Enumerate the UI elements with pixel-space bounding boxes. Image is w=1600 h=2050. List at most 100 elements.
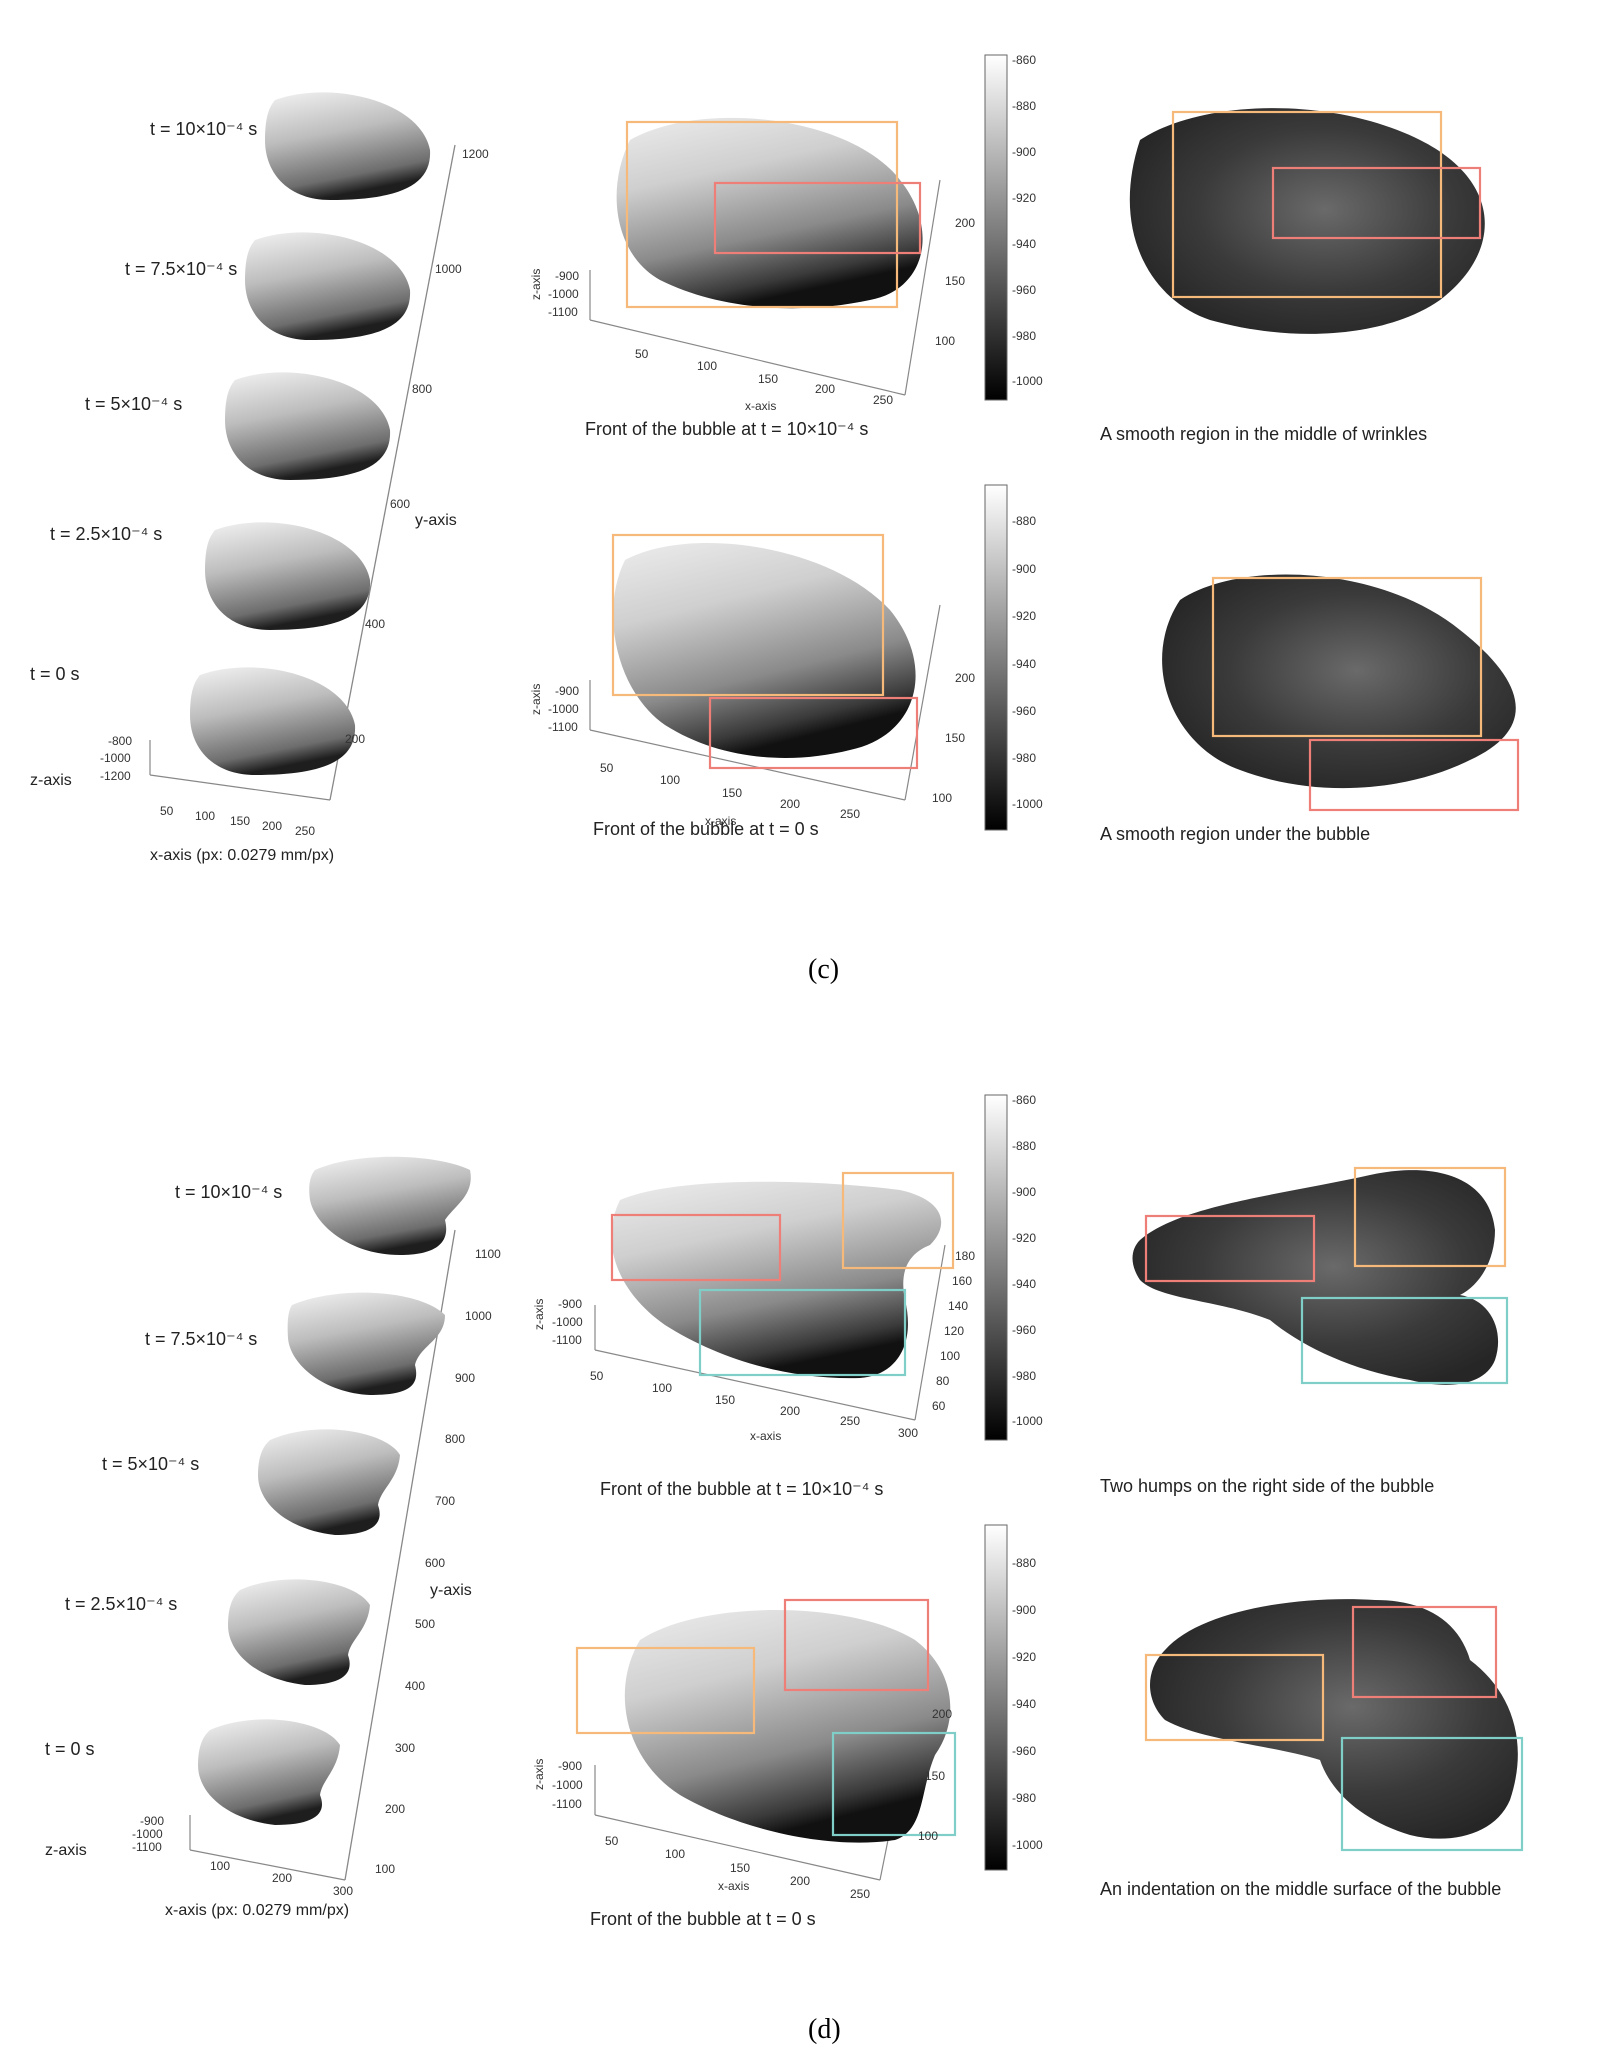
d-cbar-bottom-tick-6: -1000 [1012,1838,1043,1852]
d-ft-x-axis [594,1349,916,1421]
d-fb-x-label: x-axis [718,1879,749,1893]
d-cbar-bottom-tick-2: -920 [1012,1650,1036,1664]
d-bubble-t2-5 [228,1579,370,1685]
d-time-label-3: t = 2.5×10⁻⁴ s [65,1594,177,1614]
d-rb-box-orange [1144,1653,1325,1742]
c-ft-caption: Front of the bubble at t = 10×10⁻⁴ s [585,419,868,439]
d-ft-box-teal [698,1288,907,1377]
d-ft-x-tick-0: 50 [590,1369,604,1383]
d-time-series: t = 10×10⁻⁴ s t = 7.5×10⁻⁴ s t = 5×10⁻⁴ … [45,1156,501,1919]
d-rt-box-orange [1353,1166,1507,1268]
c-right-bottom-caption: A smooth region under the bubble [1100,824,1370,844]
c-cbar-bottom-tick-2: -920 [1012,609,1036,623]
c-fb-x-tick-0: 50 [600,761,614,775]
c-cbar-bottom-tick-4: -960 [1012,704,1036,718]
c-time-label-1: t = 7.5×10⁻⁴ s [125,259,237,279]
d-y-tick-10: 100 [375,1862,395,1876]
c-fb-x-axis [589,729,906,801]
c-rb-box-red [1308,738,1520,812]
c-ft-x-label: x-axis [745,399,776,413]
c-time-series: t = 10×10⁻⁴ s t = 7.5×10⁻⁴ s t = 5×10⁻⁴ … [30,92,489,864]
d-panel-label: (d) [808,2014,841,2045]
c-y-tick-0: 1200 [462,147,489,161]
d-fb-x-tick-3: 200 [790,1874,810,1888]
c-fb-y-tick-0: 200 [955,671,975,685]
d-fb-x-axis [594,1814,881,1881]
d-time-label-1: t = 7.5×10⁻⁴ s [145,1329,257,1349]
c-ft-x-tick-0: 50 [635,347,649,361]
c-cbar-top-bar [984,54,1008,401]
d-z-tick-0: -900 [140,1814,164,1828]
d-bubble-t10 [309,1156,471,1255]
d-ft-y-tick-4: 100 [940,1349,960,1363]
d-right-bottom-caption: An indentation on the middle surface of … [1100,1879,1501,1899]
c-ft-y-axis [904,179,941,396]
c-fb-box-red [708,696,919,770]
d-rb-box-teal [1340,1736,1524,1852]
d-ft-x-tick-5: 300 [898,1426,918,1440]
c-cbar-bottom-tick-6: -1000 [1012,797,1043,811]
c-time-label-2: t = 5×10⁻⁴ s [85,394,182,414]
d-ft-y-tick-1: 160 [952,1274,972,1288]
d-fb-x-tick-2: 150 [730,1861,750,1875]
c-colorbar-top: -860 -880 -900 -920 -940 -960 -980 -1000 [984,53,1043,401]
c-ft-z-label: z-axis [529,269,543,300]
d-z-tick-2: -1100 [132,1840,162,1854]
d-y-axis-label: y-axis [430,1582,472,1599]
c-y-axis-line [329,144,456,801]
c-fb-x-tick-1: 100 [660,773,680,787]
d-ft-box-orange [841,1171,955,1270]
c-ft-z-tick-0: -900 [555,269,579,283]
d-cbar-bottom-tick-1: -900 [1012,1603,1036,1617]
c-rt-box-red [1271,166,1482,240]
d-cbar-bottom-tick-5: -980 [1012,1791,1036,1805]
c-x-tick-1: 100 [195,809,215,823]
d-y-tick-3: 800 [445,1432,465,1446]
c-ft-x-axis [589,319,906,396]
panel-d: t = 10×10⁻⁴ s t = 7.5×10⁻⁴ s t = 5×10⁻⁴ … [45,1093,1524,2045]
c-fb-bubble [613,542,916,758]
d-rt-box-red [1144,1214,1316,1283]
c-bubble-t0 [190,667,356,775]
d-ft-x-label: x-axis [750,1429,781,1443]
c-ft-y-tick-2: 100 [935,334,955,348]
d-bubble-t5 [258,1429,400,1535]
c-x-tick-4: 250 [295,824,315,838]
d-fb-x-tick-4: 250 [850,1887,870,1901]
d-fb-caption: Front of the bubble at t = 0 s [590,1909,816,1929]
c-fb-z-tick-1: -1000 [548,702,579,716]
c-front-bottom: -900 -1000 -1100 z-axis 50 100 150 200 2… [529,533,975,839]
c-panel-label: (c) [808,954,839,985]
d-cbar-top-tick-7: -1000 [1012,1414,1043,1428]
d-x-tick-0: 100 [210,1859,230,1873]
d-cbar-bottom-tick-0: -880 [1012,1556,1036,1570]
d-ft-z-tick-0: -900 [558,1297,582,1311]
c-bubble-t2-5 [205,522,371,630]
c-fb-x-tick-4: 250 [840,807,860,821]
c-y-tick-1: 1000 [435,262,462,276]
c-x-tick-3: 200 [262,819,282,833]
c-right-column: A smooth region in the middle of wrinkle… [1100,108,1520,844]
c-bubble-t10 [265,92,431,200]
c-z-tick-1: -1000 [100,751,131,765]
d-time-label-2: t = 5×10⁻⁴ s [102,1454,199,1474]
c-x-tick-2: 150 [230,814,250,828]
c-colorbar-bottom: -880 -900 -920 -940 -960 -980 -1000 [984,484,1043,831]
d-ft-y-tick-6: 60 [932,1399,946,1413]
d-cbar-top-tick-2: -900 [1012,1185,1036,1199]
d-ft-y-tick-0: 180 [955,1249,975,1263]
c-bubble-t7-5 [245,232,411,340]
c-cbar-bottom-tick-1: -900 [1012,562,1036,576]
c-y-axis-label: y-axis [415,512,457,529]
d-cbar-top-tick-1: -880 [1012,1139,1036,1153]
c-ft-bubble [616,117,923,309]
c-ft-z-tick-2: -1100 [548,305,578,319]
d-y-tick-6: 500 [415,1617,435,1631]
c-cbar-bottom-tick-5: -980 [1012,751,1036,765]
d-y-tick-0: 1100 [475,1247,501,1261]
d-fb-y-tick-0: 200 [932,1707,952,1721]
c-cbar-top-tick-3: -920 [1012,191,1036,205]
d-fb-z-tick-2: -1100 [552,1797,582,1811]
c-fb-y-tick-2: 100 [932,791,952,805]
c-cbar-bottom-tick-3: -940 [1012,657,1036,671]
